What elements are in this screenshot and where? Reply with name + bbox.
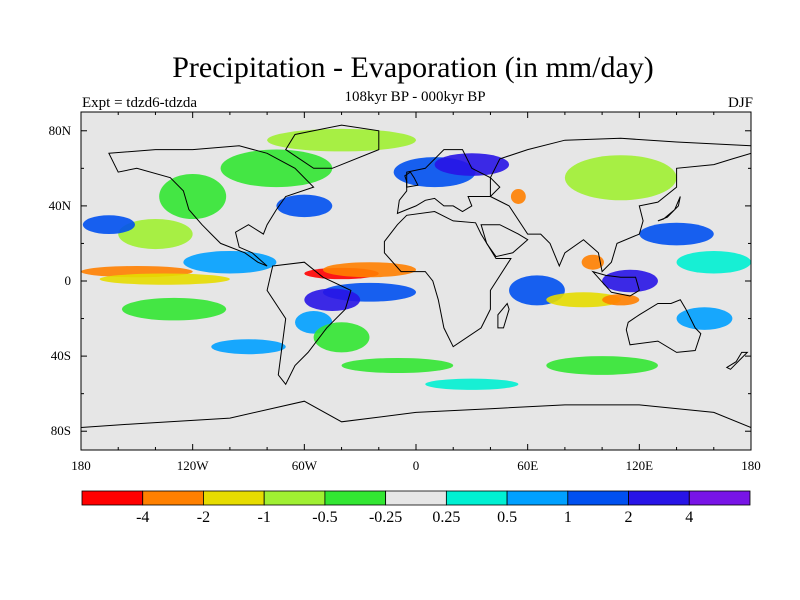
colorbar-swatch-3 — [263, 490, 326, 506]
contour-region-21 — [602, 294, 640, 306]
lon-tick-label: 60W — [292, 458, 318, 473]
colorbar-swatch-4 — [324, 490, 387, 506]
contour-region-24 — [639, 222, 714, 246]
contour-region-22 — [602, 269, 658, 293]
coastline-antarctica — [81, 400, 751, 450]
lon-tick-label: 60E — [517, 458, 538, 473]
lat-tick-label: 40S — [51, 348, 71, 363]
coastline-greenland — [285, 124, 380, 169]
contour-region-7 — [276, 194, 333, 218]
season-label: DJF — [727, 95, 753, 111]
experiment-label: Expt = tdzd6-tdzda — [82, 95, 198, 111]
lat-tick-label: 40N — [49, 198, 72, 213]
coastline-asia — [489, 137, 751, 273]
coastline-layer — [81, 124, 751, 450]
colorbar: -4 -2 -1 -0.5 -0.25 0.25 0.5 1 2 4 — [81, 490, 751, 526]
contour-region-6 — [121, 297, 227, 321]
colorbar-label: 0.25 — [432, 509, 460, 526]
lon-tick-label: 0 — [413, 458, 420, 473]
lon-tick-label: 180 — [71, 458, 91, 473]
contour-region-29 — [425, 378, 519, 390]
colorbar-label: 1 — [564, 509, 572, 526]
contour-region-27 — [564, 155, 677, 201]
contour-region-18 — [313, 322, 370, 353]
lat-tick-label: 0 — [65, 273, 72, 288]
colorbar-label: -1 — [258, 509, 271, 526]
contour-region-14 — [322, 262, 416, 278]
coastline-australia — [625, 299, 702, 353]
coastline-north-america — [108, 145, 315, 267]
colorbar-label: 0.5 — [497, 509, 517, 526]
contour-region-9 — [267, 128, 416, 152]
colorbar-swatch-5 — [385, 490, 447, 506]
lon-tick-label: 180 — [741, 458, 761, 473]
coastline-indonesia — [591, 270, 640, 297]
colorbar-label: -4 — [136, 509, 149, 526]
contour-region-12 — [510, 188, 526, 205]
map-subtitle: 108kyr BP - 000kyr BP — [344, 89, 486, 105]
contour-region-28 — [341, 357, 454, 374]
coastline-south-america — [266, 261, 352, 386]
colorbar-swatch-8 — [567, 490, 629, 506]
contour-region-2 — [82, 215, 135, 235]
contour-region-3 — [183, 250, 277, 274]
contour-fill-layer — [81, 128, 751, 390]
coastline-uk — [404, 171, 419, 188]
contour-region-25 — [676, 250, 751, 274]
coastline-japan — [657, 196, 681, 222]
contour-region-0 — [159, 173, 227, 220]
colorbar-swatch-6 — [445, 490, 508, 506]
map-title: Precipitation - Evaporation (in mm/day) — [172, 51, 654, 84]
contour-region-11 — [434, 153, 510, 176]
contour-region-16 — [304, 288, 361, 312]
contour-region-5 — [99, 273, 230, 285]
contour-region-20 — [546, 292, 621, 308]
colorbar-label: 4 — [685, 509, 693, 526]
colorbar-label: -2 — [197, 509, 210, 526]
colorbar-swatch-2 — [203, 490, 265, 506]
lat-tick-label: 80N — [49, 123, 72, 138]
coastline-new-zealand — [725, 351, 749, 370]
colorbar-swatch-1 — [142, 490, 204, 506]
coastline-madagascar — [497, 302, 510, 329]
lon-tick-label: 120E — [626, 458, 654, 473]
contour-region-1 — [118, 219, 193, 250]
coastline-arabia — [480, 224, 529, 258]
colorbar-swatch-7 — [506, 490, 569, 506]
colorbar-label: -0.5 — [312, 509, 337, 526]
colorbar-label: 2 — [625, 509, 633, 526]
colorbar-swatch-10 — [688, 490, 751, 506]
colorbar-label: -0.25 — [369, 509, 402, 526]
coastline-africa — [383, 210, 512, 348]
contour-region-23 — [581, 254, 604, 270]
contour-region-31 — [211, 339, 286, 355]
lat-tick-label: 80S — [51, 423, 71, 438]
lon-tick-label: 120W — [177, 458, 210, 473]
colorbar-swatch-0 — [81, 490, 144, 506]
contour-region-26 — [676, 307, 733, 330]
coastline-europe — [396, 149, 501, 215]
contour-region-30 — [546, 356, 658, 375]
axis-ticks: 80N 40N 0 40S 80S 180 120W 60W 0 60E 120E 180 — [49, 112, 761, 473]
colorbar-swatch-9 — [628, 490, 690, 506]
